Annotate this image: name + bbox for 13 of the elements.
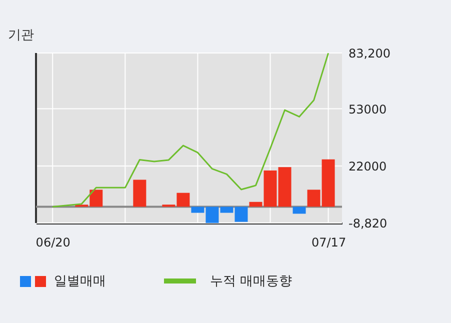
y-tick-label: 53000: [348, 102, 387, 116]
legend-label: 누적 매매동향: [210, 274, 292, 289]
x-tick-label: 06/20: [36, 236, 70, 250]
x-tick-label: 07/17: [311, 236, 346, 250]
y-tick-label: 83,200: [348, 46, 390, 60]
bar: [133, 180, 146, 207]
y-tick-label: 22000: [348, 160, 387, 174]
legend-label: 일별매매: [54, 274, 106, 289]
line-series: [52, 52, 330, 208]
y-tick-label: -8,820: [348, 216, 388, 230]
bar: [249, 202, 262, 207]
bar: [292, 206, 306, 214]
chart-title: 기관: [8, 28, 34, 43]
